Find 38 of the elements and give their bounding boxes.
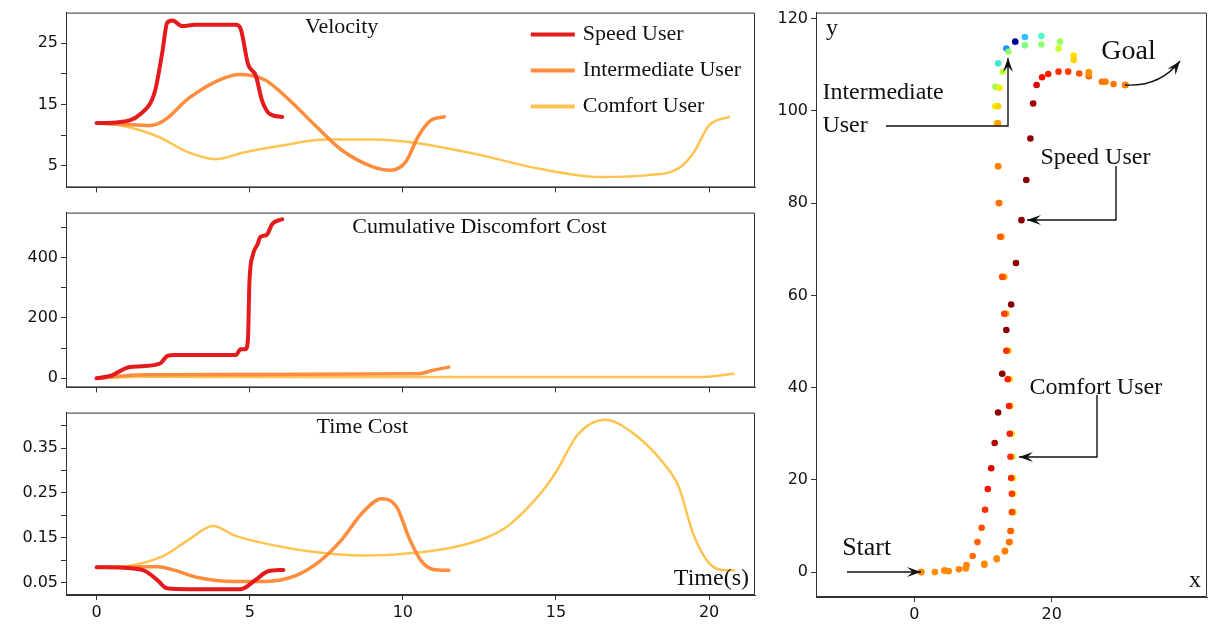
y-tick-label: 5 <box>47 155 58 175</box>
x-tick-label: 5 <box>244 601 255 621</box>
x-tick-label: 0 <box>91 601 102 621</box>
annotation: Comfort User <box>1029 372 1163 399</box>
chart-title: Time Cost <box>316 413 409 439</box>
x-tick-label: 15 <box>545 601 567 621</box>
y-axis-title: y <box>826 13 838 40</box>
legend-label: Intermediate User <box>582 56 742 82</box>
y-tick-label: 0 <box>797 561 808 581</box>
y-tick-label: 0 <box>47 367 58 387</box>
chart-title: Cumulative Discomfort Cost <box>352 213 607 239</box>
y-tick-label: 80 <box>787 192 808 212</box>
annotation: Start <box>842 532 893 562</box>
y-tick-label: 15 <box>37 93 58 113</box>
annotation: Intermediate User <box>822 77 944 137</box>
x-tick-label: 0 <box>909 603 920 623</box>
y-tick-label: 40 <box>787 376 808 396</box>
y-tick-label: 200 <box>27 307 58 326</box>
y-tick-label: 0.25 <box>22 481 58 501</box>
y-tick-label: 400 <box>27 246 58 266</box>
legend-label: Comfort User <box>582 92 706 118</box>
x-axis-title: Time(s) <box>673 564 749 591</box>
y-tick-label: 0.05 <box>22 571 58 591</box>
y-tick-label: 0.15 <box>22 526 58 546</box>
annotation: Goal <box>1101 34 1156 66</box>
y-tick-label: 100 <box>777 100 808 119</box>
y-tick-label: 25 <box>37 32 58 52</box>
y-tick-label: 120 <box>777 7 808 27</box>
y-tick-label: 60 <box>787 284 808 304</box>
x-tick-label: 20 <box>1041 603 1062 623</box>
x-tick-label: 20 <box>698 601 720 621</box>
y-tick-label: 20 <box>787 469 808 488</box>
annotation: Speed User <box>1040 143 1151 170</box>
legend-label: Speed User <box>582 20 685 46</box>
chart-title: Velocity <box>304 13 379 39</box>
x-axis-title: x <box>1189 566 1201 593</box>
x-tick-label: 10 <box>392 601 414 621</box>
y-tick-label: 0.35 <box>22 437 58 457</box>
